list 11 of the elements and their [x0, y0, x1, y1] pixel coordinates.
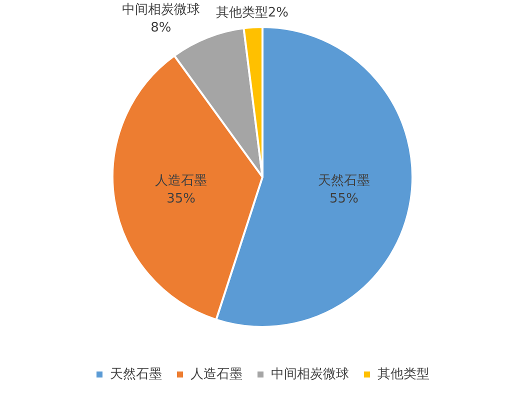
legend-label: 其他类型	[378, 366, 430, 382]
data-label: 55%	[330, 191, 358, 206]
data-label: 35%	[166, 191, 196, 206]
category-label: 其他类型2%	[216, 6, 289, 21]
slice-label: 人造石墨	[155, 173, 208, 188]
slice-label: 天然石墨	[318, 173, 370, 188]
legend-label: 人造石墨	[190, 366, 242, 382]
legend-label: 中间相炭微球	[271, 366, 349, 382]
slice-label: 中间相炭微球	[122, 2, 200, 18]
data-label: 8%	[150, 20, 172, 36]
legend-label: 天然石墨	[110, 366, 162, 382]
